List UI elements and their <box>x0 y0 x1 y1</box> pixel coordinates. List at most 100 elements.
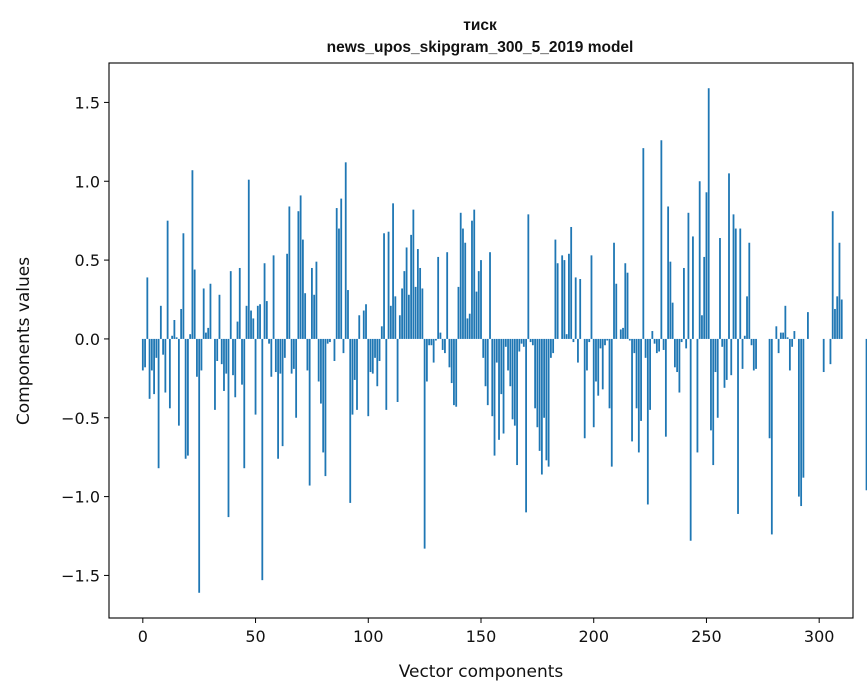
bar <box>527 214 530 339</box>
y-tick-label: −1.0 <box>61 488 100 507</box>
bar <box>642 148 645 339</box>
bar <box>622 327 624 339</box>
x-tick-label: 300 <box>804 627 835 646</box>
bar <box>229 271 232 339</box>
bar <box>380 326 383 339</box>
bar <box>218 294 221 339</box>
bar <box>410 234 413 339</box>
bar <box>232 338 234 376</box>
bar <box>493 338 496 456</box>
bar <box>482 338 485 358</box>
bar <box>752 338 755 371</box>
bar <box>459 212 462 339</box>
bar <box>768 338 771 439</box>
bar <box>748 242 751 339</box>
bar <box>306 338 309 371</box>
bar <box>320 338 322 404</box>
bar <box>525 338 527 513</box>
bar <box>270 338 273 377</box>
bar <box>800 338 803 507</box>
bar <box>489 252 491 339</box>
bar <box>637 338 640 453</box>
y-tick-label: 1.5 <box>75 93 100 112</box>
bar <box>831 211 834 339</box>
bar <box>822 338 825 373</box>
bar <box>554 239 557 339</box>
bar <box>225 338 228 374</box>
bar <box>333 338 336 361</box>
bar <box>193 269 196 339</box>
bar <box>531 338 534 346</box>
bar <box>252 318 255 339</box>
bar <box>577 338 579 363</box>
bar <box>421 288 424 339</box>
bar <box>326 338 329 344</box>
bar <box>274 338 277 373</box>
bars-group <box>141 88 867 593</box>
bar <box>680 338 683 343</box>
bar <box>604 338 606 346</box>
bar <box>283 338 286 358</box>
bar <box>626 272 629 339</box>
bar <box>202 288 205 339</box>
bar <box>714 338 717 373</box>
bar <box>299 195 302 339</box>
bar <box>865 338 867 491</box>
bar <box>353 338 356 380</box>
bar <box>640 338 642 421</box>
bar <box>732 214 735 339</box>
bar <box>689 338 692 541</box>
bar <box>315 261 318 339</box>
bar <box>534 338 537 409</box>
bar <box>687 212 690 339</box>
bar <box>371 338 374 374</box>
bar <box>383 233 385 339</box>
bar <box>324 338 327 477</box>
bar <box>466 318 469 339</box>
bar <box>491 338 494 417</box>
bar <box>522 338 525 347</box>
bar <box>290 338 293 374</box>
bar <box>450 338 453 384</box>
bar <box>791 338 794 347</box>
x-tick-label: 0 <box>138 627 148 646</box>
bar <box>295 338 298 418</box>
bar <box>775 326 778 339</box>
bar <box>297 211 300 339</box>
bar <box>667 206 670 339</box>
bar <box>502 338 505 434</box>
bar <box>263 263 266 339</box>
bar <box>340 198 343 339</box>
bar <box>673 338 676 368</box>
bar <box>358 315 361 339</box>
bar <box>175 337 178 339</box>
bar <box>259 304 261 339</box>
bar <box>159 305 162 339</box>
y-tick-label: −0.5 <box>61 409 100 428</box>
x-tick-label: 250 <box>691 627 722 646</box>
bar <box>196 338 198 377</box>
bar <box>462 228 464 339</box>
bar <box>565 334 568 339</box>
bar <box>272 255 275 339</box>
bar <box>597 338 600 396</box>
bar <box>511 338 514 420</box>
bar <box>549 338 552 358</box>
bar <box>683 267 685 339</box>
chart-subtitle: news_upos_skipgram_300_5_2019 model <box>327 39 634 56</box>
bar <box>256 305 259 339</box>
bar <box>473 209 476 339</box>
bar <box>347 290 349 339</box>
y-axis-label: Components values <box>14 257 34 425</box>
bar <box>317 338 320 382</box>
bar <box>369 338 372 373</box>
bar <box>743 335 746 339</box>
bar <box>662 338 665 350</box>
bar <box>520 338 523 344</box>
bar <box>216 338 219 361</box>
bar <box>509 338 512 387</box>
bar <box>788 338 791 371</box>
bar <box>374 338 376 358</box>
bar <box>770 338 773 535</box>
bar <box>329 338 331 343</box>
